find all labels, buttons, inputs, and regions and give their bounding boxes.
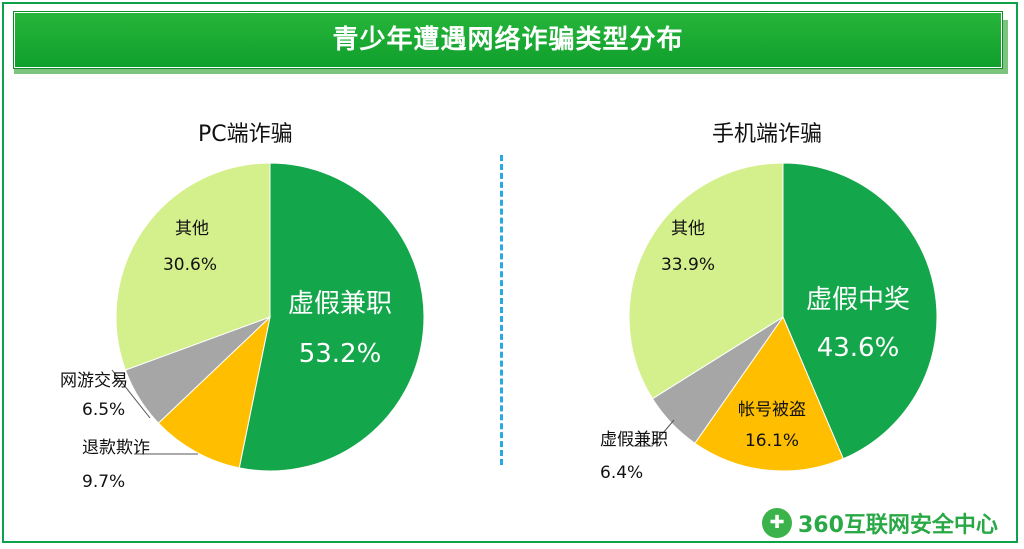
pc-slice-label-2: 网游交易 — [60, 371, 128, 391]
mobile-slice-value-0: 43.6% — [817, 333, 900, 363]
mobile-chart-title: 手机端诈骗 — [712, 122, 823, 147]
pc-slice-0 — [238, 162, 425, 472]
page-title: 青少年遭遇网络诈骗类型分布 — [332, 25, 684, 55]
mobile-pie-chart: 虚假中奖 43.6% 帐号被盗 16.1% 虚假兼职 6.4% 其他 33.9% — [600, 162, 938, 483]
mobile-slice-label-1: 帐号被盗 — [738, 400, 806, 420]
mobile-slice-value-1: 16.1% — [745, 431, 799, 451]
pc-slice-value-3: 30.6% — [163, 255, 217, 275]
brand-logo: ✚ 360互联网安全中心 — [762, 505, 998, 541]
pc-leader-line-2 — [111, 369, 151, 419]
pc-slice-value-1: 9.7% — [82, 472, 125, 492]
mobile-slice-label-2: 虚假兼职 — [600, 430, 668, 450]
chart-divider — [500, 155, 503, 465]
pc-slice-label-0: 虚假兼职 — [288, 289, 392, 319]
mobile-slice-label-0: 虚假中奖 — [806, 285, 910, 315]
mobile-slice-value-3: 33.9% — [661, 255, 715, 275]
pc-chart-title: PC端诈骗 — [198, 122, 293, 147]
mobile-slice-label-3: 其他 — [671, 219, 705, 239]
mobile-slice-3 — [628, 162, 784, 400]
shield-icon: ✚ — [762, 508, 792, 538]
mobile-slice-0 — [782, 162, 938, 460]
pc-slice-3 — [115, 162, 271, 371]
pc-slice-value-0: 53.2% — [299, 339, 382, 369]
logo-text: 360互联网安全中心 — [798, 513, 998, 538]
pc-slice-label-3: 其他 — [175, 219, 209, 239]
pc-pie-chart: 虚假兼职 53.2% 退款欺诈 9.7% 网游交易 6.5% 其他 30.6% — [60, 162, 425, 492]
mobile-slice-1 — [694, 315, 844, 472]
pc-slice-label-1: 退款欺诈 — [82, 438, 150, 458]
pc-slice-value-2: 6.5% — [82, 400, 125, 420]
pc-slice-1 — [157, 315, 271, 469]
mobile-leader-line-2 — [632, 419, 675, 447]
mobile-slice-value-2: 6.4% — [600, 463, 643, 483]
title-banner: 青少年遭遇网络诈骗类型分布 — [14, 12, 1002, 68]
